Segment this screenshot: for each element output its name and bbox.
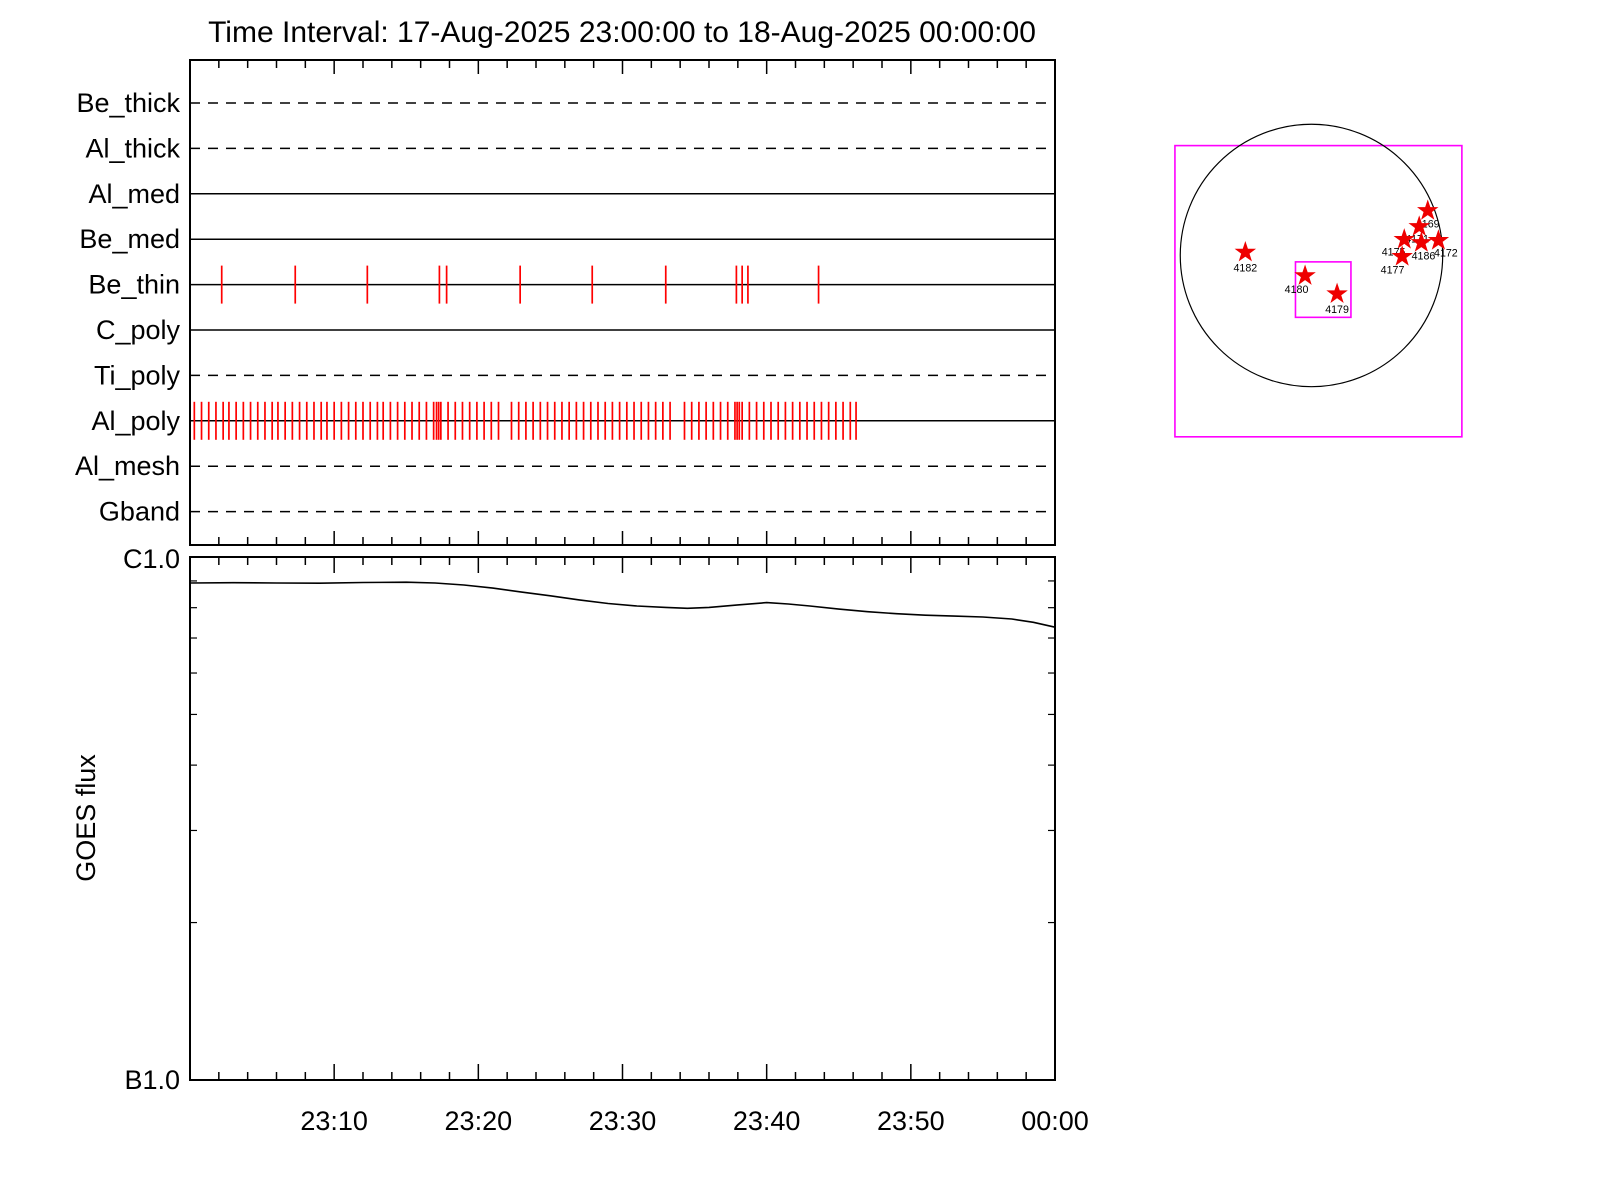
active-region-label-4175: 4175 [1382,246,1406,258]
active-region-label-4182: 4182 [1233,262,1257,274]
goes-flux-line [189,581,1056,628]
active-region-label-4186: 4186 [1412,251,1436,263]
filter-panel-border [189,59,1056,546]
x-axis-label: 23:10 [300,1106,368,1136]
x-axis-label: 23:50 [877,1106,945,1136]
goes-ymax-label: C1.0 [123,544,180,574]
active-region-star-4175 [1393,228,1416,249]
goes-ymin-label: B1.0 [124,1065,180,1095]
active-region-star-4180 [1294,264,1316,285]
x-axis-label: 23:20 [445,1106,513,1136]
x-axis-label: 00:00 [1021,1106,1089,1136]
active-region-star-4177 [1391,245,1413,266]
filter-row-label-Be_thin: Be_thin [88,270,180,300]
active-region-star-4169 [1417,199,1439,220]
goes-flux-panel: C1.0 B1.0 GOES flux 23:10 23:20 23:30 23:40… [71,544,1089,1136]
active-region-label-4180: 4180 [1285,284,1309,296]
x-axis-label: 23:40 [733,1106,801,1136]
filter-row-label-C_poly: C_poly [96,315,181,345]
filter-row-label-Ti_poly: Ti_poly [94,360,181,390]
active-region-label-4179: 4179 [1325,304,1349,316]
filter-row-label-Be_thick: Be_thick [76,88,180,118]
goes-panel-border [189,556,1056,1081]
solar-disk-map: 418241804179416941714175418641724177 [1174,123,1463,438]
filter-row-label-Al_poly: Al_poly [91,406,180,436]
active-region-star-4171 [1408,215,1430,236]
fov-box-outer [1174,144,1463,438]
active-region-star-4186 [1410,231,1433,252]
chart-title: Time Interval: 17-Aug-2025 23:00:00 to 1… [208,16,1036,49]
goes-y-axis-title: GOES flux [71,754,101,882]
filter-row-label-Al_mesh: Al_mesh [75,451,180,481]
filter-row-label-Al_thick: Al_thick [85,133,180,163]
active-region-star-4179 [1326,282,1348,304]
filter-timeline-panel: Be_thick Al_thick Al_med Be_med Be_thin C_pol… [75,59,1056,546]
active-region-label-4172: 4172 [1434,248,1458,260]
filter-row-label-Be_med: Be_med [79,224,180,254]
filter-row-label-Al_med: Al_med [88,179,180,209]
solar-limb [1179,123,1444,388]
filter-row-label-Gband: Gband [99,497,180,527]
active-region-star-4172 [1427,229,1450,250]
fov-box-inner [1294,261,1352,319]
active-region-label-4177: 4177 [1381,265,1405,277]
active-region-star-4182 [1234,240,1257,262]
x-axis-label: 23:30 [589,1106,657,1136]
